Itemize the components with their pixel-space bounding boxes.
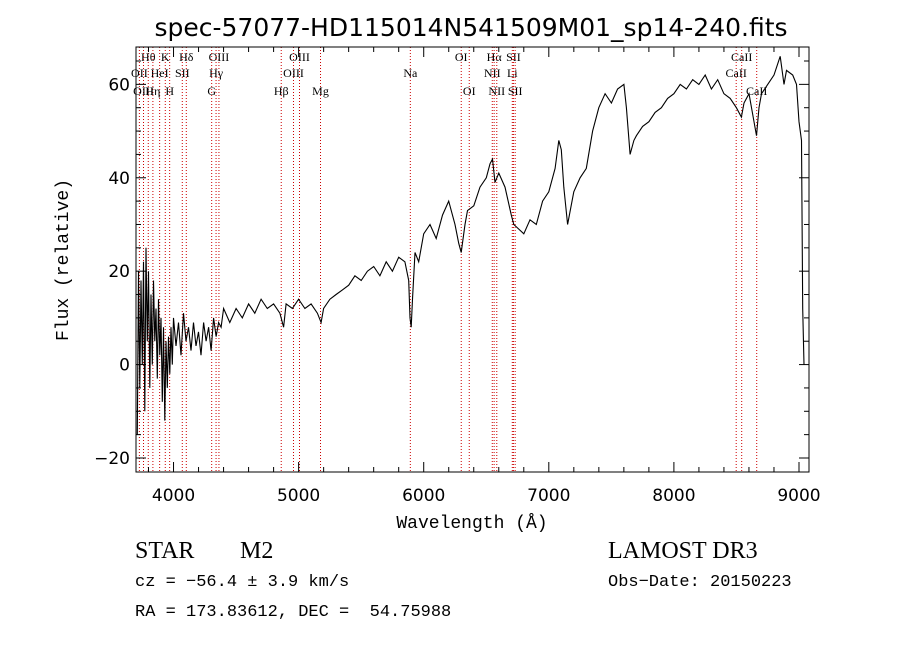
- line-marker-label: CaII: [731, 50, 752, 64]
- line-marker-label: Hα: [487, 50, 503, 64]
- spectrum-line: [136, 56, 805, 435]
- redshift-value: cz = −56.4 ± 3.9 km/s: [135, 573, 350, 592]
- line-marker-label: Hγ: [209, 66, 224, 80]
- line-markers: Hθ OII OIII K HeI Hη H Hδ SII OIII Hγ G Hβ OIII OIII Mg…: [131, 47, 767, 472]
- line-marker-label: K: [161, 50, 170, 64]
- line-marker-label: Na: [403, 66, 418, 80]
- object-class: STAR: [135, 538, 195, 564]
- x-axis: 4000 5000 6000 7000 8000 9000: [148, 47, 821, 506]
- line-marker-label: Hδ: [179, 50, 194, 64]
- y-tick-label: 0: [119, 356, 130, 376]
- x-axis-label: Wavelength (Å): [396, 513, 547, 534]
- line-marker-label: SII: [506, 50, 521, 64]
- line-marker-label: HeI: [151, 66, 169, 80]
- line-marker-label: Hη: [145, 84, 160, 98]
- coordinates: RA = 173.83612, DEC = 54.75988: [135, 603, 452, 622]
- x-tick-label: 5000: [277, 486, 320, 506]
- y-tick-label: 40: [108, 169, 130, 189]
- plot-frame: [135, 46, 810, 473]
- survey-name: LAMOST DR3: [608, 538, 758, 564]
- line-marker-label: NII: [484, 66, 501, 80]
- line-marker-label: OIII: [289, 50, 310, 64]
- line-marker-label: OI: [455, 50, 468, 64]
- object-subclass: M2: [240, 538, 274, 564]
- line-marker-label: Hθ: [141, 50, 156, 64]
- line-marker-label: OII: [131, 66, 148, 80]
- line-marker-label: OIII: [283, 66, 304, 80]
- line-marker-label: CaII: [726, 66, 747, 80]
- line-marker-label: CaII: [746, 84, 767, 98]
- line-marker-label: H: [165, 84, 174, 98]
- y-tick-label: 60: [108, 75, 130, 95]
- series-layer: [136, 56, 805, 435]
- observation-date: Obs−Date: 20150223: [608, 573, 792, 592]
- y-tick-label: −20: [94, 449, 130, 469]
- y-axis: −20 0 20 40 60: [94, 60, 809, 469]
- x-tick-label: 4000: [152, 486, 195, 506]
- line-marker-label: SII: [175, 66, 190, 80]
- line-marker-label: G: [207, 84, 216, 98]
- x-tick-label: 6000: [402, 486, 445, 506]
- y-axis-label: Flux (relative): [54, 179, 74, 341]
- line-marker-label: OIII: [133, 84, 154, 98]
- x-tick-label: 7000: [527, 486, 570, 506]
- line-marker-label: NII: [488, 84, 505, 98]
- y-tick-label: 20: [108, 262, 130, 282]
- chart-title: spec-57077-HD115014N541509M01_sp14-240.f…: [154, 13, 787, 42]
- x-tick-label: 9000: [777, 486, 820, 506]
- line-marker-label: Mg: [312, 84, 329, 98]
- line-marker-label: Li: [507, 66, 518, 80]
- line-marker-label: OIII: [209, 50, 230, 64]
- x-tick-label: 8000: [652, 486, 695, 506]
- line-marker-label: Hβ: [274, 84, 289, 98]
- line-marker-label: OI: [463, 84, 476, 98]
- line-marker-label: SII: [508, 84, 523, 98]
